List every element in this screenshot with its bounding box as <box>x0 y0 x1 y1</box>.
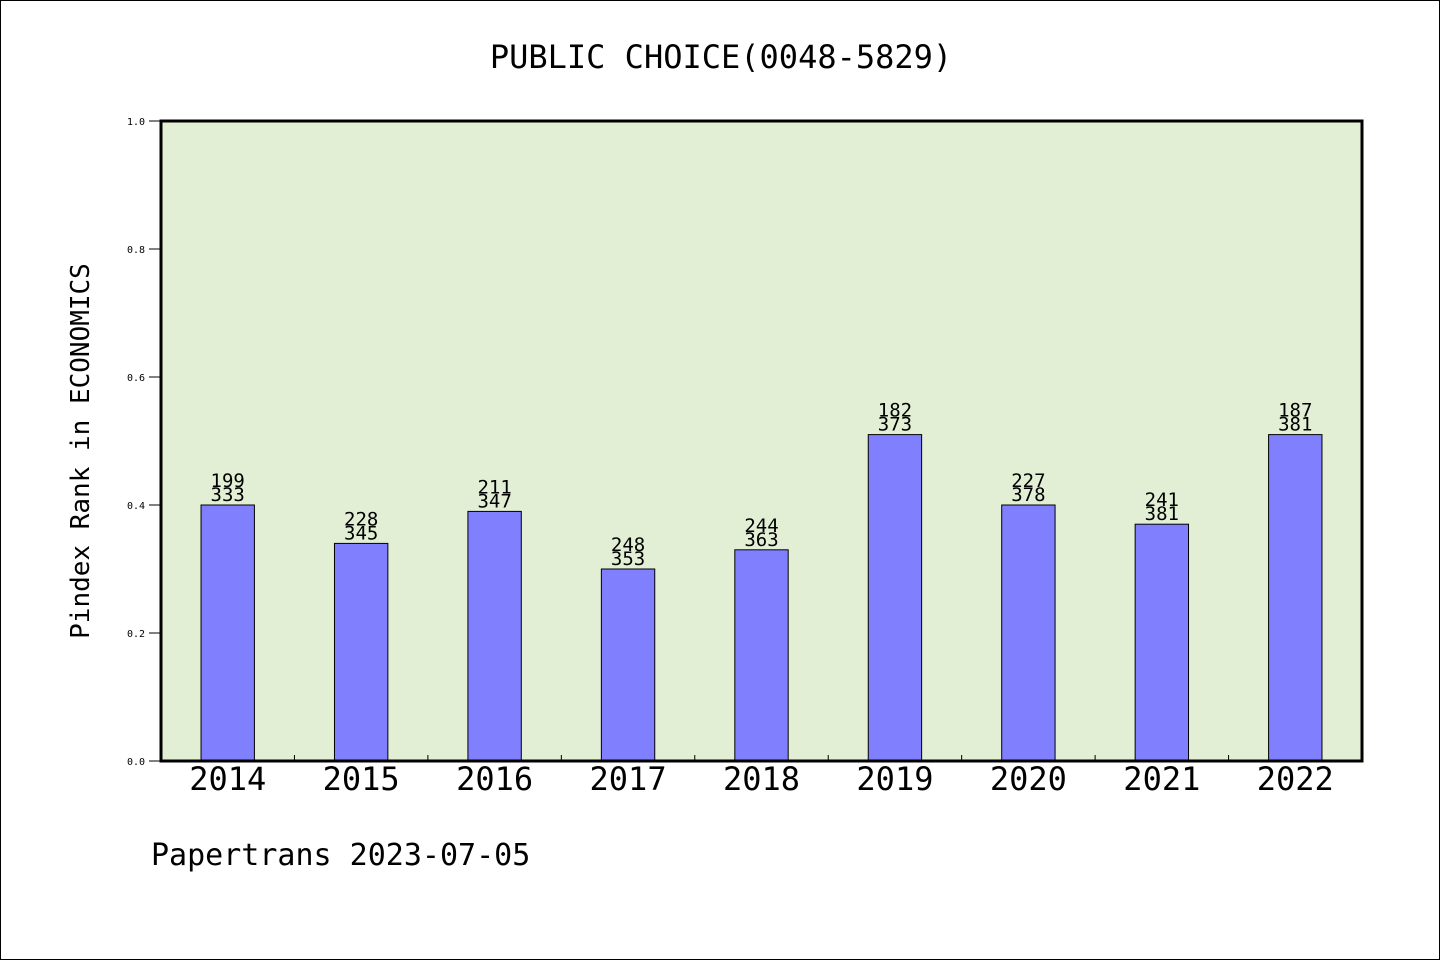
x-tick-label: 2020 <box>990 760 1067 798</box>
y-axis-label: Pindex Rank in ECONOMICS <box>66 263 96 639</box>
bar <box>333 542 389 762</box>
bar-total-label: 378 <box>1011 484 1045 506</box>
bar-total-label: 373 <box>878 414 912 436</box>
y-tick-label: 0.8 <box>127 245 145 256</box>
bar <box>734 549 789 762</box>
bar-total-label: 333 <box>211 484 245 506</box>
y-tick-label: 0.2 <box>127 629 145 640</box>
x-tick-label: 2014 <box>189 760 266 798</box>
bar-series <box>200 434 1323 762</box>
bar <box>200 504 255 762</box>
x-tick-label: 2021 <box>1123 760 1200 798</box>
bar-rank-label: 228 <box>344 508 378 530</box>
bar-total-label: 347 <box>477 490 511 512</box>
y-tick-label: 0.0 <box>127 757 145 768</box>
y-tick-label: 0.4 <box>127 501 145 512</box>
x-tick-label: 2017 <box>590 760 667 798</box>
x-tick-label: 2022 <box>1257 760 1334 798</box>
bar <box>1134 523 1190 762</box>
bar-rank-label: 227 <box>1011 470 1045 492</box>
bar-rank-label: 182 <box>878 400 912 422</box>
plot-border <box>159 119 1364 763</box>
bar-rank-label: 241 <box>1145 489 1179 511</box>
bar <box>1001 504 1056 762</box>
x-tick-label: 2019 <box>856 760 933 798</box>
x-tick-label: 2015 <box>323 760 400 798</box>
footer-text: Papertrans 2023-07-05 <box>151 838 530 873</box>
bar-rank-label: 211 <box>477 476 511 498</box>
bar <box>467 510 522 762</box>
bar-total-label: 363 <box>744 529 778 551</box>
bar-rank-label: 199 <box>211 470 245 492</box>
x-tick-label: 2016 <box>456 760 533 798</box>
chart-title: PUBLIC CHOICE(0048-5829) <box>490 38 952 76</box>
bar-total-label: 345 <box>344 522 378 544</box>
bar <box>867 434 923 762</box>
x-tick-label: 2018 <box>723 760 800 798</box>
y-tick-label: 0.6 <box>127 373 145 384</box>
bar-total-label: 381 <box>1145 503 1179 525</box>
y-tick-label: 1.0 <box>127 117 145 128</box>
bar-total-label: 381 <box>1278 414 1312 436</box>
x-axis: 2014 2015 2016 2017 2018 2019 2020 2021 2022 <box>189 755 1334 798</box>
bar <box>600 568 656 762</box>
y-axis: 0.0 0.2 0.4 0.6 0.8 1.0 <box>127 117 161 768</box>
bar <box>1268 434 1323 762</box>
bar-labels: 1993332283452113472483532443631823732273… <box>211 400 1313 570</box>
bar-rank-label: 187 <box>1278 400 1312 422</box>
bar-rank-label: 248 <box>611 534 645 556</box>
bar-total-label: 353 <box>611 548 645 570</box>
bar-rank-label: 244 <box>744 515 778 537</box>
